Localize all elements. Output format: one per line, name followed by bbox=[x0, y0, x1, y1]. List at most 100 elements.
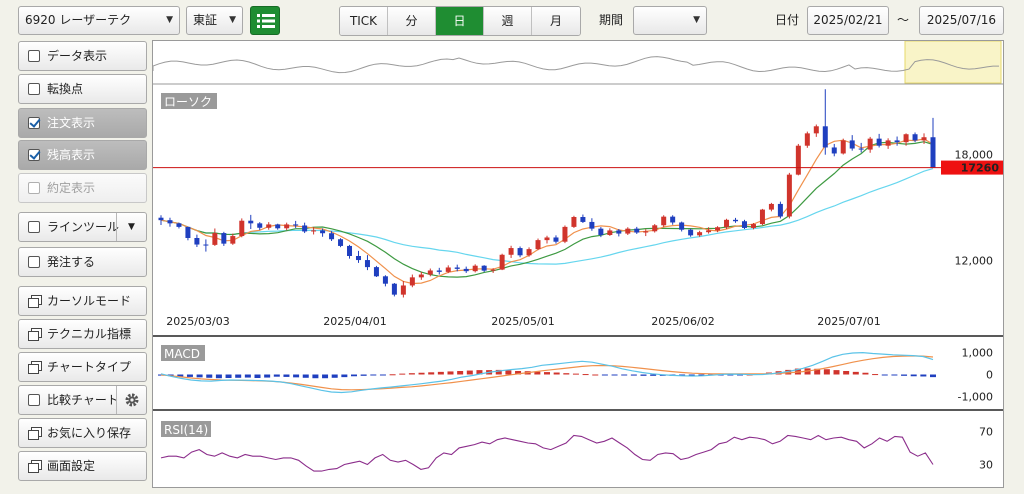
checkbox-icon[interactable] bbox=[28, 83, 40, 95]
macd-histogram-bar bbox=[389, 374, 396, 376]
date-label: 日付 bbox=[775, 13, 800, 27]
candle-body bbox=[490, 269, 496, 271]
macd-histogram-bar bbox=[823, 369, 830, 375]
macd-tick-label: 0 bbox=[986, 369, 993, 382]
macd-histogram-bar bbox=[495, 369, 502, 375]
candle-body bbox=[750, 224, 756, 228]
date-tick-label: 2025/06/02 bbox=[651, 315, 714, 328]
checkbox-icon[interactable] bbox=[28, 394, 40, 406]
checkbox-icon[interactable] bbox=[28, 149, 40, 161]
tool-button-6[interactable]: 発注する bbox=[18, 247, 147, 277]
range-select[interactable]: ▼ bbox=[633, 6, 707, 35]
macd-histogram-bar bbox=[688, 374, 695, 376]
tool-label: チャートタイプ bbox=[47, 360, 131, 374]
macd-histogram-bar bbox=[862, 372, 869, 375]
tool-button-12[interactable]: 画面設定 bbox=[18, 451, 147, 481]
checkbox-icon[interactable] bbox=[28, 221, 40, 233]
macd-histogram-bar bbox=[611, 374, 618, 376]
candle-body bbox=[275, 224, 281, 229]
macd-histogram-bar bbox=[650, 374, 657, 376]
checkbox-icon[interactable] bbox=[28, 182, 40, 194]
macd-histogram-bar bbox=[698, 374, 705, 376]
macd-histogram-bar bbox=[235, 374, 242, 378]
candle-body bbox=[580, 217, 586, 222]
macd-histogram-bar bbox=[428, 372, 435, 375]
candle-body bbox=[607, 230, 613, 235]
macd-tick-label: -1,000 bbox=[958, 390, 993, 403]
macd-histogram-bar bbox=[379, 374, 386, 376]
macd-histogram-bar bbox=[727, 374, 734, 376]
current-price-label: 17260 bbox=[961, 162, 1000, 175]
tool-label: お気に入り保存 bbox=[47, 426, 132, 440]
period-tab-1[interactable]: 分 bbox=[388, 7, 436, 35]
tool-button-5[interactable]: ラインツール ▼ bbox=[18, 212, 147, 242]
candle-body bbox=[643, 231, 649, 233]
tool-button-2[interactable]: 注文表示 bbox=[18, 108, 147, 138]
tool-button-7[interactable]: カーソルモード bbox=[18, 286, 147, 316]
macd-histogram-bar bbox=[814, 368, 821, 375]
gear-icon[interactable] bbox=[116, 386, 146, 414]
macd-histogram-bar bbox=[582, 374, 589, 376]
tool-button-10[interactable]: 比較チャート bbox=[18, 385, 147, 415]
rsi-line bbox=[160, 434, 934, 472]
date-tick-label: 2025/04/01 bbox=[323, 315, 386, 328]
macd-histogram-bar bbox=[186, 374, 193, 377]
candle-body bbox=[589, 221, 595, 229]
macd-histogram-bar bbox=[910, 374, 917, 377]
tool-button-8[interactable]: テクニカル指標 bbox=[18, 319, 147, 349]
candle-body bbox=[634, 228, 640, 233]
range-select-arrow-icon: ▼ bbox=[693, 15, 700, 25]
macd-histogram-bar bbox=[553, 372, 560, 375]
legend-swatch bbox=[211, 345, 299, 361]
macd-histogram-bar bbox=[399, 373, 406, 375]
candle-body bbox=[176, 223, 182, 227]
macd-histogram-bar bbox=[534, 371, 541, 375]
period-tab-0[interactable]: TICK bbox=[340, 7, 388, 35]
legend-swatch bbox=[161, 421, 211, 437]
candle-body bbox=[194, 238, 200, 245]
tool-button-9[interactable]: チャートタイプ bbox=[18, 352, 147, 382]
checkbox-icon[interactable] bbox=[28, 256, 40, 268]
candle-body bbox=[876, 138, 882, 146]
navigator-window[interactable] bbox=[904, 41, 1002, 84]
checkbox-icon[interactable] bbox=[28, 50, 40, 62]
candle-body bbox=[293, 224, 299, 226]
stock-select-arrow-icon: ▼ bbox=[166, 15, 173, 25]
date-from-input[interactable]: 2025/02/21 bbox=[807, 6, 889, 35]
price-legend-item: 移動平均(25) bbox=[404, 95, 477, 109]
checkbox-icon[interactable] bbox=[28, 117, 40, 129]
period-tab-3[interactable]: 週 bbox=[484, 7, 532, 35]
chart-svg[interactable]: 17260 12,000 18,000 2025/03/03 2025/04/01 202… bbox=[153, 41, 1003, 487]
range-label: 期間 bbox=[599, 13, 624, 27]
macd-legend-item: MACD(12,26) bbox=[214, 347, 294, 361]
list-view-button[interactable] bbox=[250, 6, 280, 35]
candle-body bbox=[813, 126, 819, 134]
period-tab-2[interactable]: 日 bbox=[436, 7, 484, 35]
candle-body bbox=[679, 222, 685, 230]
stock-select[interactable]: 6920 レーザーテク ▼ bbox=[18, 6, 180, 35]
period-tab-4[interactable]: 月 bbox=[532, 7, 580, 35]
tool-label: ラインツール bbox=[47, 220, 120, 234]
tool-button-0[interactable]: データ表示 bbox=[18, 41, 147, 71]
macd-histogram-bar bbox=[312, 374, 319, 379]
tool-label: 約定表示 bbox=[47, 181, 96, 195]
chevron-down-icon[interactable]: ▼ bbox=[116, 213, 146, 241]
tool-button-3[interactable]: 残高表示 bbox=[18, 140, 147, 170]
chart-frame: 17260 12,000 18,000 2025/03/03 2025/04/01 202… bbox=[152, 40, 1004, 488]
macd-histogram-bar bbox=[920, 374, 927, 377]
candle-body bbox=[158, 217, 164, 221]
macd-histogram-bar bbox=[283, 374, 290, 377]
tool-button-11[interactable]: お気に入り保存 bbox=[18, 418, 147, 448]
price-tick-label: 18,000 bbox=[955, 149, 994, 162]
candle-body bbox=[338, 239, 344, 246]
ma10-line bbox=[160, 141, 934, 278]
date-to-input[interactable]: 2025/07/16 bbox=[919, 6, 1004, 35]
macd-legend-item: MACD bbox=[164, 347, 200, 361]
macd-histogram-bar bbox=[457, 370, 464, 375]
macd-histogram-bar bbox=[351, 374, 357, 377]
navigator-band[interactable] bbox=[153, 41, 1003, 83]
tool-button-1[interactable]: 転換点 bbox=[18, 74, 147, 104]
ma25-line bbox=[160, 168, 934, 265]
candle-body bbox=[463, 268, 469, 272]
market-select[interactable]: 東証 ▼ bbox=[186, 6, 243, 35]
